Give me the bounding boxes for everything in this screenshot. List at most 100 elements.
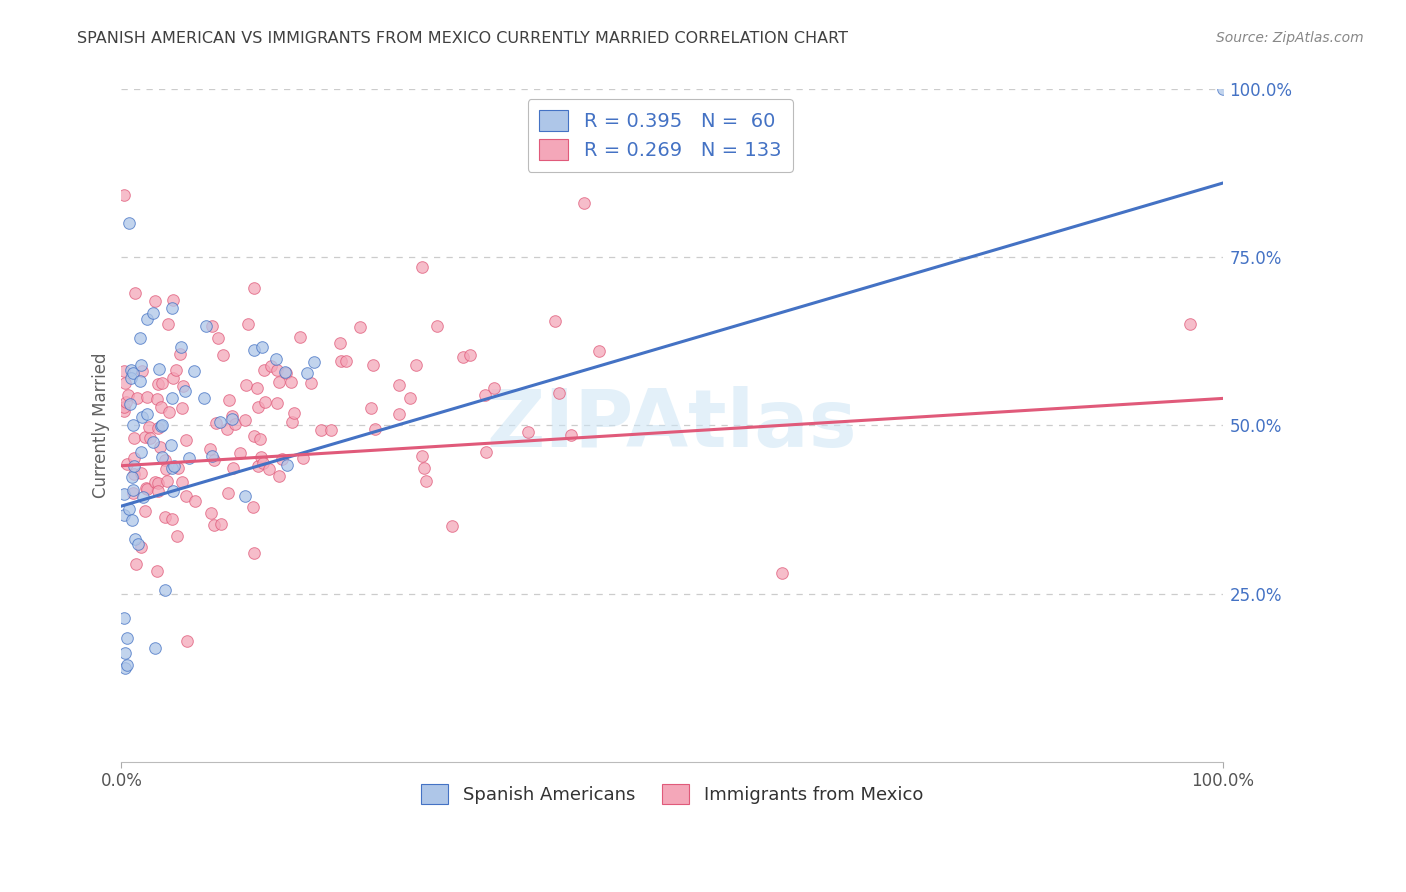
Point [254, 394, 277, 409]
Point [122, 483, 145, 497]
Point [114, 661, 136, 675]
Point [115, 458, 138, 472]
Point [174, 433, 197, 447]
Point [264, 351, 287, 366]
Point [121, 366, 143, 380]
Point [299, 376, 322, 390]
Point [139, 431, 162, 445]
Point [162, 458, 184, 473]
Point [162, 293, 184, 307]
Point [148, 483, 170, 498]
Point [411, 449, 433, 463]
Point [235, 377, 257, 392]
Point [174, 489, 197, 503]
Point [146, 475, 169, 490]
Point [288, 330, 311, 344]
Point [215, 422, 238, 436]
Point [274, 365, 297, 379]
Point [474, 388, 496, 402]
Point [560, 428, 582, 442]
Point [160, 512, 183, 526]
Point [267, 375, 290, 389]
Point [114, 376, 136, 390]
Point [112, 611, 135, 625]
Point [349, 319, 371, 334]
Point [250, 340, 273, 354]
Point [276, 458, 298, 473]
Point [160, 460, 183, 475]
Point [269, 469, 291, 483]
Point [364, 422, 387, 436]
Point [150, 376, 173, 390]
Point [115, 395, 138, 409]
Point [260, 359, 283, 373]
Point [360, 401, 382, 416]
Point [153, 509, 176, 524]
Point [228, 446, 250, 460]
Point [134, 504, 156, 518]
Point [160, 301, 183, 315]
Point [135, 481, 157, 495]
Point [233, 413, 256, 427]
Point [112, 364, 135, 378]
Point [146, 377, 169, 392]
Point [224, 417, 246, 432]
Point [184, 493, 207, 508]
Point [170, 340, 193, 354]
Point [361, 359, 384, 373]
Point [121, 513, 143, 527]
Point [150, 419, 173, 434]
Text: ZIPAtlas: ZIPAtlas [486, 386, 858, 465]
Point [330, 353, 353, 368]
Point [544, 314, 567, 328]
Point [129, 540, 152, 554]
Point [170, 401, 193, 415]
Point [202, 517, 225, 532]
Point [146, 392, 169, 406]
Point [250, 450, 273, 465]
Point [451, 350, 474, 364]
Point [155, 462, 177, 476]
Point [218, 392, 240, 407]
Point [122, 451, 145, 466]
Point [167, 461, 190, 475]
Point [174, 384, 197, 399]
Point [143, 475, 166, 490]
Point [405, 358, 427, 372]
Point [124, 533, 146, 547]
Point [157, 405, 180, 419]
Point [398, 391, 420, 405]
Point [145, 294, 167, 309]
Point [134, 430, 156, 444]
Point [132, 490, 155, 504]
Point [120, 363, 142, 377]
Point [236, 318, 259, 332]
Point [274, 367, 297, 381]
Point [153, 453, 176, 467]
Point [169, 347, 191, 361]
Point [207, 331, 229, 345]
Point [131, 409, 153, 424]
Point [117, 501, 139, 516]
Point [131, 359, 153, 373]
Point [202, 453, 225, 467]
Point [124, 285, 146, 300]
Point [588, 344, 610, 359]
Point [311, 423, 333, 437]
Point [135, 390, 157, 404]
Point [136, 311, 159, 326]
Point [121, 418, 143, 433]
Point [281, 415, 304, 429]
Point [247, 401, 270, 415]
Y-axis label: Currently Married: Currently Married [93, 352, 110, 498]
Point [517, 425, 540, 439]
Point [127, 391, 149, 405]
Point [149, 440, 172, 454]
Point [149, 400, 172, 414]
Point [283, 406, 305, 420]
Point [160, 437, 183, 451]
Point [124, 431, 146, 445]
Point [291, 450, 314, 465]
Point [120, 371, 142, 385]
Point [142, 305, 165, 319]
